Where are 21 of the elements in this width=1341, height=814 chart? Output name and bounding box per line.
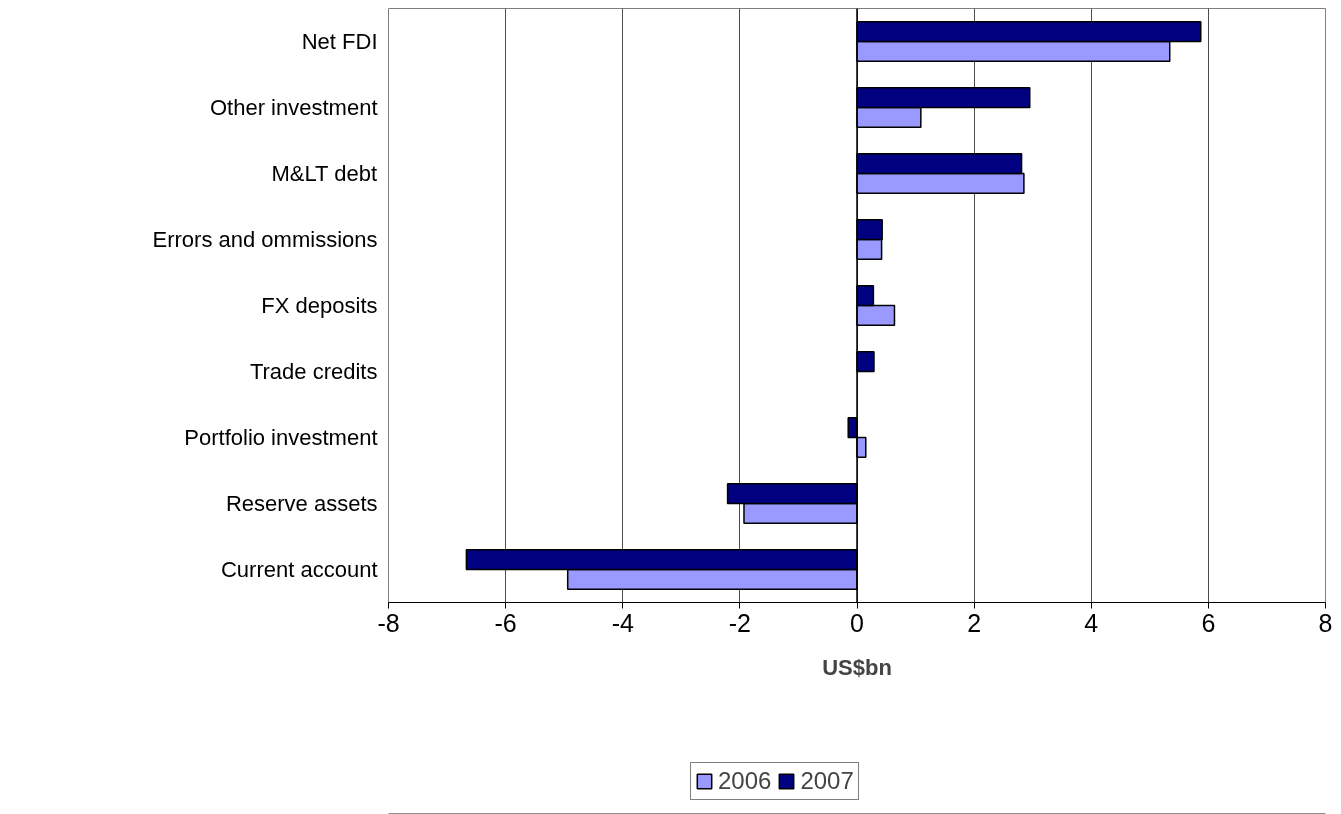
y-tick-label: Portfolio investment [184,425,378,450]
x-axis-title: US$bn [822,654,892,680]
x-tick-label: -6 [494,608,517,637]
y-tick-label: Errors and ommissions [152,227,378,252]
x-tick-label: -8 [377,608,400,637]
legend-label: 2006 [718,767,772,795]
x-tick-label: -4 [611,608,634,637]
x-tick-label: 2 [967,608,982,637]
y-tick-label: Reserve assets [225,491,378,516]
x-tick-label: 8 [1318,608,1333,637]
y-tick-label: Net FDI [301,29,378,54]
y-tick-label: Trade credits [249,359,378,384]
x-tick-label: 6 [1201,608,1216,637]
y-tick-label: Other investment [209,95,378,120]
x-tick-label: 0 [850,608,864,637]
y-tick-label: Current account [220,557,378,582]
y-tick-label: FX deposits [261,293,378,318]
x-tick-label: 4 [1084,608,1099,637]
x-tick-label: -2 [728,608,751,637]
legend-label: 2007 [800,767,854,795]
y-tick-label: M&LT debt [271,161,378,186]
